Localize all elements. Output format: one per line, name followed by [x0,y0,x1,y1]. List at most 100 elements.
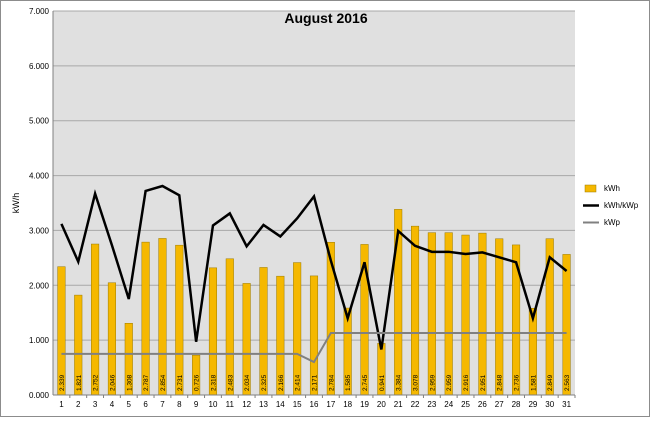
x-tick-label: 3 [93,400,98,409]
bar-data-label: 2.849 [547,374,554,391]
bar-data-label: 2.731 [177,374,184,391]
x-tick-label: 24 [444,400,453,409]
bar-data-label: 2.736 [514,374,521,391]
line-series [60,184,568,364]
bar [326,242,335,396]
bar [444,232,453,396]
x-tick-label: 1 [59,400,64,409]
bar-data-label: 2.784 [328,374,335,391]
x-tick-label: 22 [411,400,420,409]
x-tick-label: 19 [360,400,369,409]
bar-data-label: 2.483 [227,374,234,391]
bar [478,232,487,396]
bar-data-label: 2.959 [429,374,436,391]
x-tick-label: 14 [276,400,285,409]
bar-data-label: 2.166 [278,374,285,391]
x-tick-label: 7 [160,400,165,409]
bar-data-label: 1.308 [126,374,133,391]
x-tick-label: 21 [394,400,403,409]
x-tick-label: 28 [512,400,521,409]
y-tick-label: 1.000 [29,336,50,345]
bar [562,254,571,396]
legend-label: kWp [604,218,621,227]
x-tick-label: 13 [259,400,268,409]
bar-data-label: 1.585 [345,374,352,391]
x-tick-label: 26 [478,400,487,409]
legend-swatch [584,184,597,193]
bar-data-label: 2.046 [109,374,116,391]
bar-data-label: 2.752 [93,374,100,391]
x-tick-label: 30 [545,400,554,409]
bar [410,225,420,396]
bar-data-label: 0.726 [194,374,201,391]
bar-data-label: 2.959 [446,374,453,391]
bar-data-label: 2.951 [480,374,487,391]
axes [52,11,576,398]
bar-data-label: 2.171 [312,374,319,391]
x-tick-label: 6 [143,400,148,409]
bar-data-label: 2.325 [261,374,268,391]
bar [158,238,167,396]
y-tick-label: 5.000 [29,117,50,126]
legend: kWh kWh/kWp kWp [583,184,639,227]
bar [495,238,504,396]
y-tick-label: 4.000 [29,172,50,181]
bar-data-label: 1.821 [76,374,83,391]
bar [545,238,554,396]
x-tick-label: 29 [528,400,537,409]
bar-data-label: 2.034 [244,374,251,391]
bar-data-label: 2.848 [497,374,504,391]
x-tick-labels: 1 2 3 4 5 6 7 8 9 10 11 12 13 14 15 16 17 18 19 20 21 22 23 24 2… [59,400,571,409]
y-tick-label: 2.000 [29,281,50,290]
y-tick-label: 7.000 [29,7,50,16]
bar [141,241,150,396]
bar [225,258,234,396]
bar-data-label: 2.854 [160,374,167,391]
bar-data-label: 2.414 [295,374,302,391]
legend-label: kWh [604,184,620,193]
bar-data-label: 2.916 [463,374,470,391]
bar-data-label: 2.318 [210,374,217,391]
x-tick-label: 25 [461,400,470,409]
x-tick-label: 8 [177,400,182,409]
y-tick-label: 3.000 [29,226,50,235]
x-tick-label: 20 [377,400,386,409]
x-tick-label: 17 [326,400,335,409]
x-tick-label: 9 [194,400,199,409]
x-tick-label: 10 [209,400,218,409]
bar-data-label: 1.581 [530,374,537,391]
x-tick-label: 27 [495,400,504,409]
legend-label: kWh/kWp [604,201,639,210]
kwp-line [61,332,567,364]
chart-title: August 2016 [284,10,367,26]
bar-data-label: 2.563 [564,374,571,391]
bar-data-label: 2.339 [59,374,66,391]
bar-data-label: 2.787 [143,374,150,391]
bar-data-labels: 2.339 1.821 2.752 2.046 1.308 2.787 2.854 2.731… [59,374,571,391]
x-tick-label: 11 [226,400,235,409]
bar-data-label: 0.941 [379,374,386,391]
bar [427,232,436,396]
y-tick-label: 0.000 [29,391,50,400]
y-tick-label: 6.000 [29,62,50,71]
y-tick-labels: 0.000 1.000 2.000 3.000 4.000 5.000 6.000 7.000 [29,7,50,400]
bar-data-label: 3.384 [396,374,403,391]
bar [461,234,470,396]
x-tick-label: 2 [76,400,81,409]
x-tick-label: 5 [127,400,132,409]
x-tick-label: 12 [242,400,251,409]
x-tick-label: 4 [110,400,115,409]
bar [175,244,184,396]
x-tick-label: 23 [427,400,436,409]
x-tick-label: 16 [310,400,319,409]
bar [91,243,100,396]
x-tick-label: 18 [343,400,352,409]
bar-data-label: 2.745 [362,374,369,391]
bar-data-label: 3.078 [413,374,420,391]
x-tick-label: 31 [562,400,571,409]
bar-series [57,209,571,396]
kwh-per-kwp-line [60,184,568,350]
y-axis-label: kW/h [11,193,21,214]
